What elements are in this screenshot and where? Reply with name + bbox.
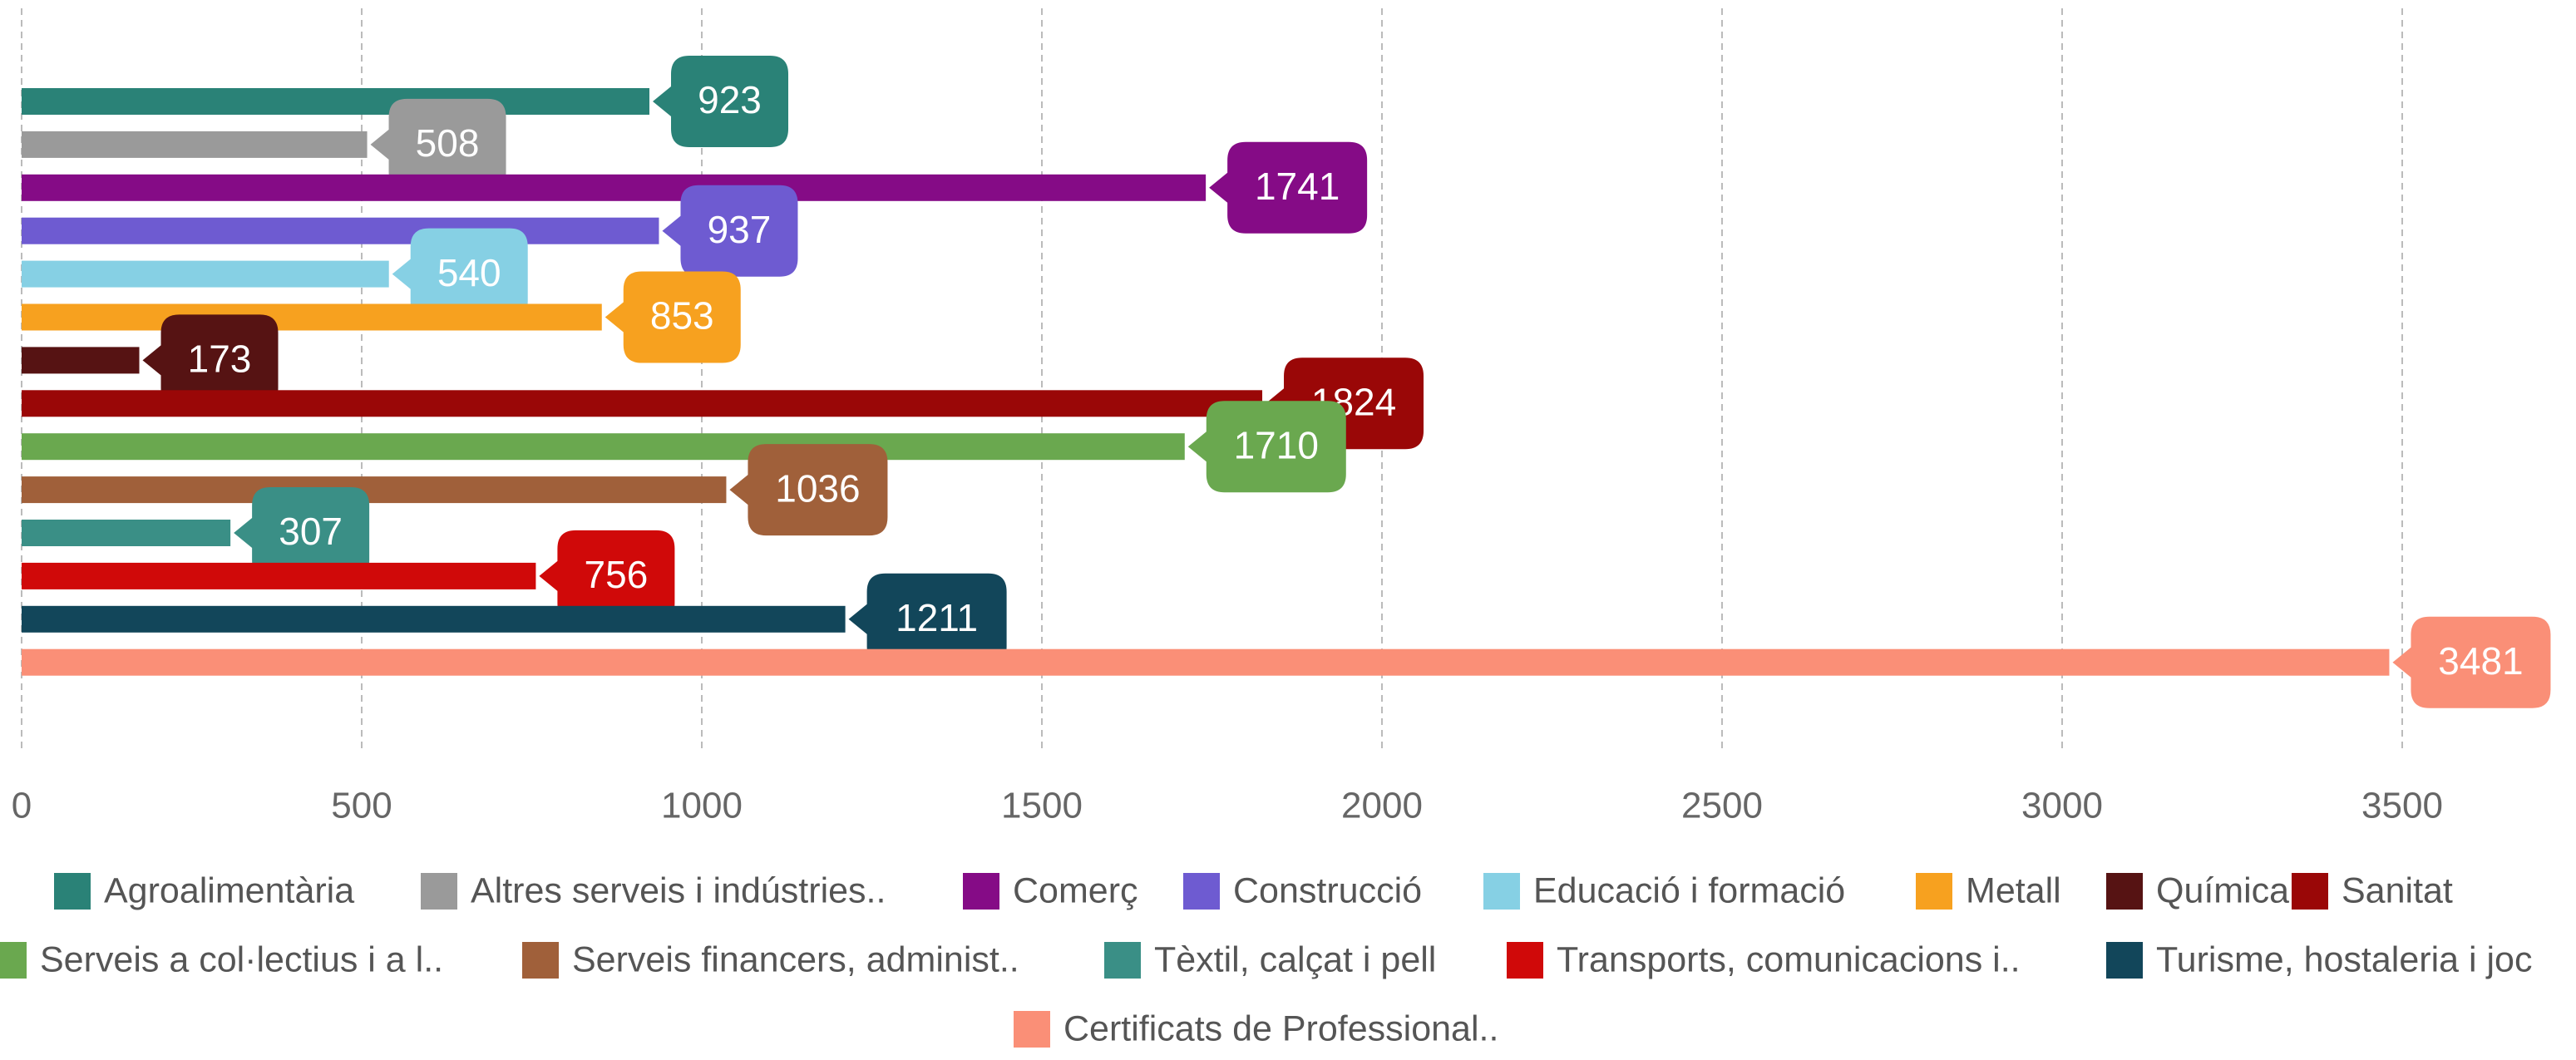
value-label: 1211 [896,596,978,639]
legend-swatch [1483,873,1520,910]
value-label: 923 [698,78,762,121]
x-tick-label: 500 [331,786,392,826]
value-label-box [2392,616,2551,708]
legend-label: Construcció [1233,870,1422,910]
value-label-box [234,487,370,579]
value-label-box [662,185,798,277]
value-label-box [653,56,789,147]
x-tick-label: 3500 [2361,786,2443,826]
legend-swatch [1916,873,1952,910]
legend-swatch [0,942,27,979]
legend-swatch [963,873,999,910]
x-tick-label: 1500 [1001,786,1083,826]
value-label-box [605,271,741,363]
legend-swatch [421,873,457,910]
bar [22,562,536,589]
legend-label: Serveis a col·lectius i a l.. [40,939,443,979]
bar [22,131,368,158]
value-label-box [142,314,279,407]
value-label: 508 [416,121,480,165]
legend-swatch [1014,1011,1050,1048]
value-label-box [1209,141,1368,234]
value-label: 307 [279,510,343,553]
legend-swatch [2106,873,2143,910]
bar [22,260,389,288]
bar [22,347,140,374]
bar [22,520,231,546]
value-label-box [729,444,888,536]
bar [22,217,659,244]
legend-label: Metall [1966,870,2061,910]
value-label: 1710 [1234,423,1319,466]
legend-swatch [2292,873,2328,910]
value-label-box [1187,401,1346,493]
x-tick-label: 1000 [661,786,743,826]
legend-swatch [1507,942,1543,979]
x-tick-label: 3000 [2021,786,2103,826]
bar [22,648,2390,676]
legend-label: Educació i formació [1533,870,1845,910]
value-label-box [392,228,528,320]
value-label: 1036 [775,466,860,510]
legend-swatch [522,942,559,979]
value-label-box [848,573,1007,665]
legend-label: Certificats de Professional.. [1063,1008,1498,1048]
legend-label: Tèxtil, calçat i pell [1154,939,1436,979]
x-tick-label: 0 [12,786,32,826]
legend-label: Sanitat [2342,870,2453,910]
bar [22,88,650,115]
value-label: 173 [188,338,252,381]
value-label: 1741 [1255,165,1340,208]
legend-swatch [2106,942,2143,979]
legend-label: Serveis financers, administ.. [572,939,1019,979]
bar [22,390,1263,417]
value-label: 540 [437,251,501,294]
legend-label: Química [2156,870,2289,910]
bar [22,433,1185,461]
bar [22,605,846,633]
bar [22,303,602,331]
legend-swatch [54,873,91,910]
x-tick-label: 2500 [1681,786,1763,826]
legend-label: Agroalimentària [104,870,354,910]
bar [22,174,1207,201]
value-label: 853 [650,294,714,338]
x-tick-label: 2000 [1341,786,1423,826]
value-label: 756 [585,553,649,596]
legend-label: Turisme, hostaleria i joc [2156,939,2532,979]
value-label-box [539,530,675,622]
legend-label: Comerç [1013,870,1138,910]
legend-swatch [1183,873,1220,910]
value-label: 3481 [2438,639,2523,683]
legend-label: Altres serveis i indústries.. [471,870,886,910]
value-label-box [370,98,506,190]
value-label: 937 [708,208,772,251]
legend-swatch [1104,942,1141,979]
legend-label: Transports, comunicacions i.. [1557,939,2021,979]
bar [22,476,727,504]
